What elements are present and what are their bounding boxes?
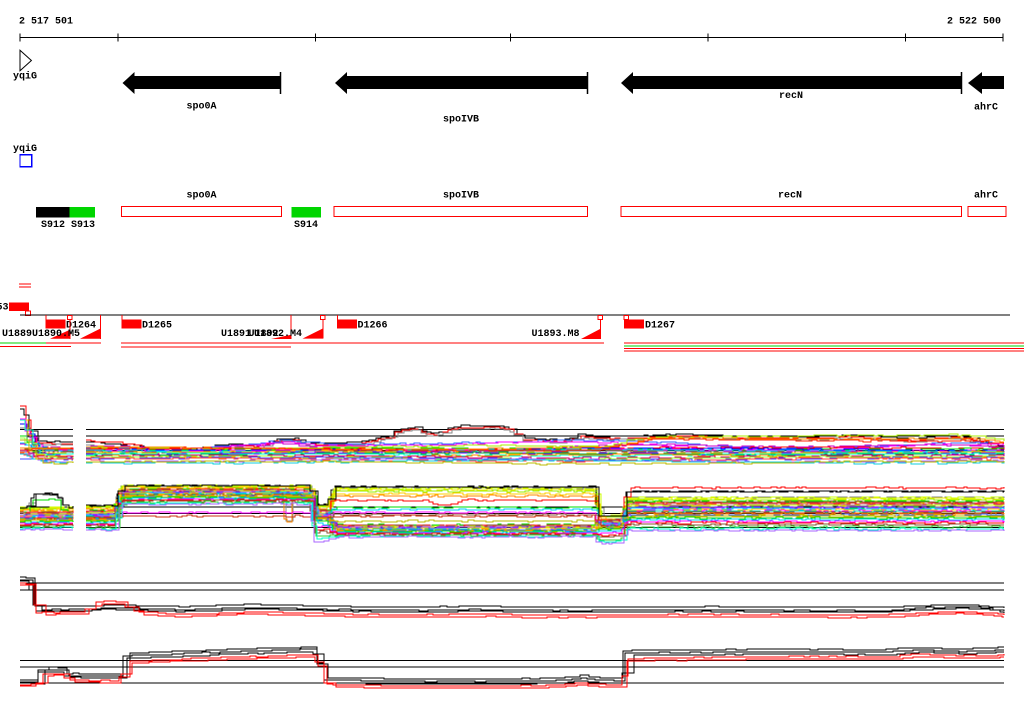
svg-text:yqiG: yqiG	[13, 143, 37, 155]
svg-text:recN: recN	[779, 91, 803, 102]
svg-text:U1893.M8: U1893.M8	[532, 329, 580, 340]
svg-text:spo0A: spo0A	[186, 191, 216, 202]
svg-text:spoIVB: spoIVB	[443, 115, 479, 126]
svg-text:2 517 501: 2 517 501	[19, 17, 73, 28]
svg-text:D1267: D1267	[645, 321, 675, 332]
svg-text:spo0A: spo0A	[186, 102, 216, 113]
svg-text:S912 S913: S912 S913	[41, 220, 95, 231]
svg-text:recN: recN	[778, 191, 802, 202]
svg-text:spoIVB: spoIVB	[443, 191, 479, 202]
svg-text:S914: S914	[294, 220, 318, 231]
svg-text:D1264: D1264	[66, 321, 96, 332]
svg-text:U1892.M4: U1892.M4	[254, 329, 302, 340]
svg-text:D1266: D1266	[358, 321, 388, 332]
svg-text:yqiG: yqiG	[13, 71, 37, 83]
svg-text:D1265: D1265	[142, 321, 172, 332]
svg-text:2 522 500: 2 522 500	[947, 17, 1001, 28]
svg-text:ahrC: ahrC	[974, 190, 998, 202]
svg-text:U1892: U1892	[249, 329, 279, 340]
svg-text:U1889: U1889	[2, 329, 32, 340]
svg-text:U1891: U1891	[221, 329, 251, 340]
svg-text:ahrC: ahrC	[974, 102, 998, 114]
svg-text:U1890.M5: U1890.M5	[32, 329, 80, 340]
svg-text:S1253: S1253	[0, 303, 9, 314]
